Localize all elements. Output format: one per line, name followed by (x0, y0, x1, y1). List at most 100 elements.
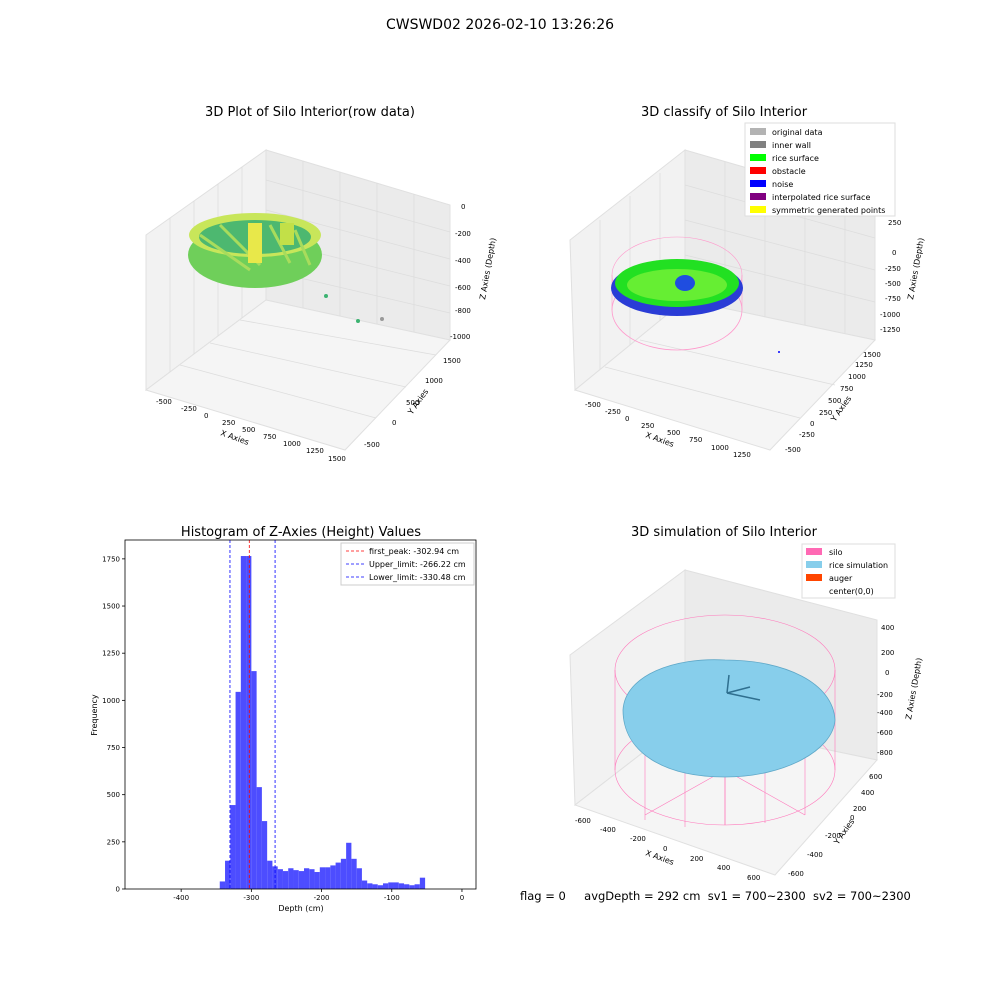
simulation-plot-title: 3D simulation of Silo Interior (631, 525, 818, 540)
histogram-vlines (229, 540, 276, 889)
classify-y-tick: 0 (810, 420, 814, 428)
histogram-bar (330, 865, 336, 889)
simulation-y-tick: 600 (869, 773, 882, 781)
classify-z-tick: -1250 (880, 326, 900, 334)
classify-x-tick: -250 (605, 408, 621, 416)
legend-label: interpolated rice surface (772, 193, 870, 202)
legend-label: original data (772, 128, 823, 137)
classify-x-ticks: -500 -250 0 250 500 750 1000 1250 (585, 401, 751, 459)
raw-data-3d-plot: 3D Plot of Silo Interior(row data) 0 -20… (144, 105, 498, 463)
raw-y-tick: 0 (392, 419, 396, 427)
raw-z-tick: -800 (455, 307, 471, 315)
legend-label: rice surface (772, 154, 819, 163)
flag-text: flag = 0 (520, 889, 566, 903)
figure-title: CWSWD02 2026-02-10 13:26:26 (385, 17, 615, 33)
histogram-bar (288, 868, 294, 889)
legend-swatch (750, 154, 766, 161)
classify-y-tick: -500 (785, 446, 801, 454)
sv2-text: sv2 = 700~2300 (812, 889, 911, 903)
classify-y-tick: 1250 (855, 361, 873, 369)
classify-y-tick: 750 (840, 385, 853, 393)
classify-y-tick: 1500 (863, 351, 881, 359)
histogram-y-label: Frequency (90, 694, 99, 736)
simulation-z-tick: 400 (881, 624, 894, 632)
simulation-z-tick: -200 (877, 691, 893, 699)
histogram-x-ticks: -400 -300 -200 -100 0 (173, 889, 464, 902)
raw-x-tick: 0 (204, 412, 208, 420)
histogram-bar (398, 883, 405, 889)
histogram-bar (235, 691, 241, 889)
raw-z-tick: -200 (455, 230, 471, 238)
histogram-title: Histogram of Z-Axies (Height) Values (181, 525, 421, 540)
classify-z-tick: 250 (888, 219, 901, 227)
raw-x-tick: 1500 (328, 455, 346, 463)
histogram-x-tick: 0 (460, 894, 464, 902)
histogram-bar (319, 867, 326, 889)
histogram-x-tick: -300 (243, 894, 259, 902)
histogram-y-tick: 0 (116, 886, 120, 894)
raw-x-tick: 250 (222, 419, 235, 427)
legend-label: noise (772, 180, 793, 189)
raw-plot-title: 3D Plot of Silo Interior(row data) (205, 105, 415, 120)
histogram-bar (240, 556, 247, 889)
classify-x-tick: 250 (641, 422, 654, 430)
histogram-bar (256, 787, 262, 889)
simulation-z-label: Z Axies (Depth) (904, 657, 924, 720)
histogram-legend: first_peak: -302.94 cm Upper_limit: -266… (340, 542, 475, 586)
classify-z-tick: 0 (892, 249, 896, 257)
legend-label: rice simulation (829, 561, 888, 570)
raw-x-tick: 1000 (283, 440, 301, 448)
classify-y-tick: -250 (799, 431, 815, 439)
simulation-x-tick: 600 (747, 874, 760, 882)
simulation-y-tick: 400 (861, 789, 874, 797)
avg-depth-text: avgDepth = 292 cm (584, 889, 701, 903)
sv1-text: sv1 = 700~2300 (707, 889, 806, 903)
classify-noise-cluster (675, 275, 695, 291)
raw-y-tick: 500 (406, 399, 419, 407)
histogram-x-label: Depth (cm) (278, 904, 323, 913)
depth-histogram: Histogram of Z-Axies (Height) Values -40… (90, 525, 477, 913)
raw-silo-scatter (188, 213, 384, 323)
classify-floor-pane (573, 299, 876, 451)
legend-label: inner wall (772, 141, 811, 150)
histogram-bar (325, 867, 331, 889)
histogram-y-tick: 1000 (102, 697, 120, 705)
rice-simulation-surface (622, 659, 836, 778)
histogram-bar (340, 858, 347, 889)
histogram-y-tick: 500 (107, 791, 120, 799)
auger-lines (726, 674, 761, 701)
raw-y-ticks: -500 0 500 1000 1500 (364, 357, 461, 449)
raw-floor-pane (144, 299, 451, 451)
histogram-bar (261, 821, 268, 889)
histogram-bar (282, 871, 289, 889)
legend-label: center(0,0) (829, 587, 874, 596)
simulation-x-tick: -400 (600, 826, 616, 834)
histogram-bar (361, 880, 368, 889)
histogram-bar (219, 881, 226, 889)
simulation-z-tick: -400 (877, 709, 893, 717)
raw-x-tick: -250 (181, 405, 197, 413)
histogram-axes-frame (124, 539, 477, 890)
classify-z-label: Z Axies (Depth) (906, 237, 925, 300)
classify-x-tick: 1250 (733, 451, 751, 459)
legend-swatch (750, 193, 766, 200)
histogram-bar (367, 883, 373, 889)
histogram-bars (219, 556, 426, 889)
classify-x-tick: 500 (667, 429, 680, 437)
simulation-y-tick: 200 (853, 805, 866, 813)
histogram-bar (414, 884, 420, 889)
raw-outlier-point (324, 294, 328, 298)
legend-label: auger (829, 574, 853, 583)
histogram-x-tick: -100 (384, 894, 400, 902)
histogram-bar (314, 872, 320, 889)
raw-outlier-point (356, 319, 360, 323)
histogram-bar (382, 883, 389, 889)
raw-z-tick: 0 (461, 203, 465, 211)
raw-peak-points (248, 223, 262, 263)
raw-z-tick: -1000 (450, 333, 470, 341)
simulation-x-label: X Axies (644, 848, 675, 867)
simulation-y-tick: -200 (825, 832, 841, 840)
histogram-bar (356, 868, 362, 889)
simulation-y-tick: -600 (788, 870, 804, 878)
raw-outlier-point (380, 317, 384, 321)
